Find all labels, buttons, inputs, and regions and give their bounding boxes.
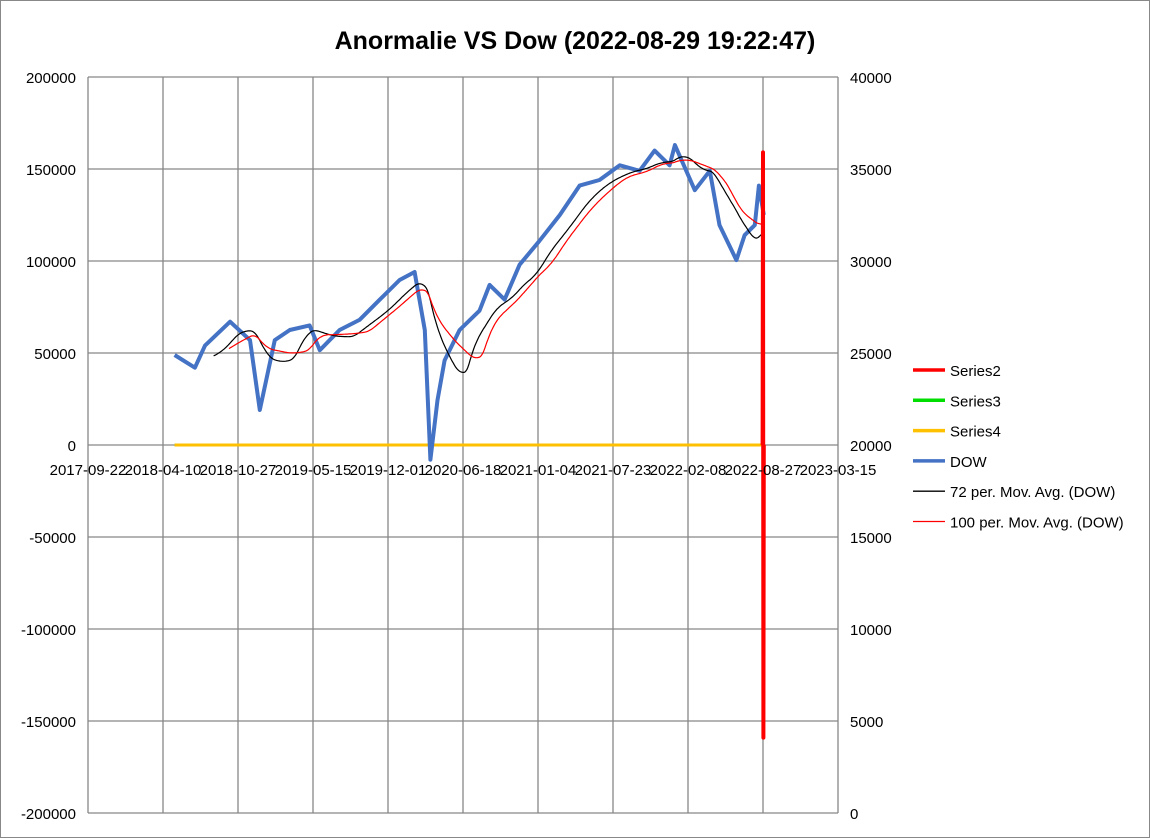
left-tick-label: -200000 xyxy=(21,806,76,823)
right-tick-label: 10000 xyxy=(850,622,892,639)
x-tick-label: 2020-06-18 xyxy=(425,462,502,479)
legend-label: DOW xyxy=(950,454,988,471)
left-tick-label: -50000 xyxy=(29,530,76,547)
x-tick-label: 2023-03-15 xyxy=(800,462,877,479)
left-tick-label: 100000 xyxy=(26,254,76,271)
x-tick-label: 2022-08-27 xyxy=(725,462,802,479)
x-tick-label: 2018-04-10 xyxy=(125,462,202,479)
right-tick-label: 25000 xyxy=(850,346,892,363)
legend-label: Series4 xyxy=(950,424,1001,441)
legend-label: 100 per. Mov. Avg. (DOW) xyxy=(950,515,1124,532)
x-tick-label: 2017-09-22 xyxy=(50,462,127,479)
series-line-72-per-mov-avg-dow xyxy=(213,156,765,373)
x-tick-label: 2021-07-23 xyxy=(575,462,652,479)
x-tick-label: 2019-05-15 xyxy=(275,462,352,479)
x-tick-label: 2022-02-08 xyxy=(650,462,727,479)
left-tick-label: 200000 xyxy=(26,70,76,87)
right-axis: 40000 35000 30000 25000 20000 15000 10000 5000 0 xyxy=(850,70,892,823)
left-tick-label: 150000 xyxy=(26,162,76,179)
x-tick-label: 2019-12-01 xyxy=(350,462,427,479)
left-tick-label: 50000 xyxy=(34,346,76,363)
legend-label: 72 per. Mov. Avg. (DOW) xyxy=(950,484,1115,501)
right-tick-label: 20000 xyxy=(850,438,892,455)
left-axis: 200000 150000 100000 50000 0 -50000 -100000 -15… xyxy=(21,70,76,823)
x-tick-label: 2021-01-04 xyxy=(500,462,577,479)
right-tick-label: 0 xyxy=(850,806,858,823)
right-tick-label: 35000 xyxy=(850,162,892,179)
right-tick-label: 30000 xyxy=(850,254,892,271)
legend: Series2 Series3 Series4 DOW 72 per. Mov. Avg… xyxy=(913,363,1124,532)
plot-series xyxy=(173,143,766,740)
right-tick-label: 40000 xyxy=(850,70,892,87)
left-tick-label: -150000 xyxy=(21,714,76,731)
left-tick-label: -100000 xyxy=(21,622,76,639)
series-line-series2 xyxy=(760,150,766,740)
x-axis: 2017-09-222018-04-102018-10-272019-05-15… xyxy=(50,462,877,479)
legend-label: Series2 xyxy=(950,363,1001,380)
right-tick-label: 5000 xyxy=(850,714,883,731)
series-line-dow xyxy=(173,143,766,462)
chart-title: Anormalie VS Dow (2022-08-29 19:22:47) xyxy=(335,27,816,55)
left-tick-label: 0 xyxy=(68,438,76,455)
series-line-100-per-mov-avg-dow xyxy=(228,159,764,359)
right-tick-label: 15000 xyxy=(850,530,892,547)
legend-label: Series3 xyxy=(950,393,1001,410)
x-tick-label: 2018-10-27 xyxy=(200,462,277,479)
